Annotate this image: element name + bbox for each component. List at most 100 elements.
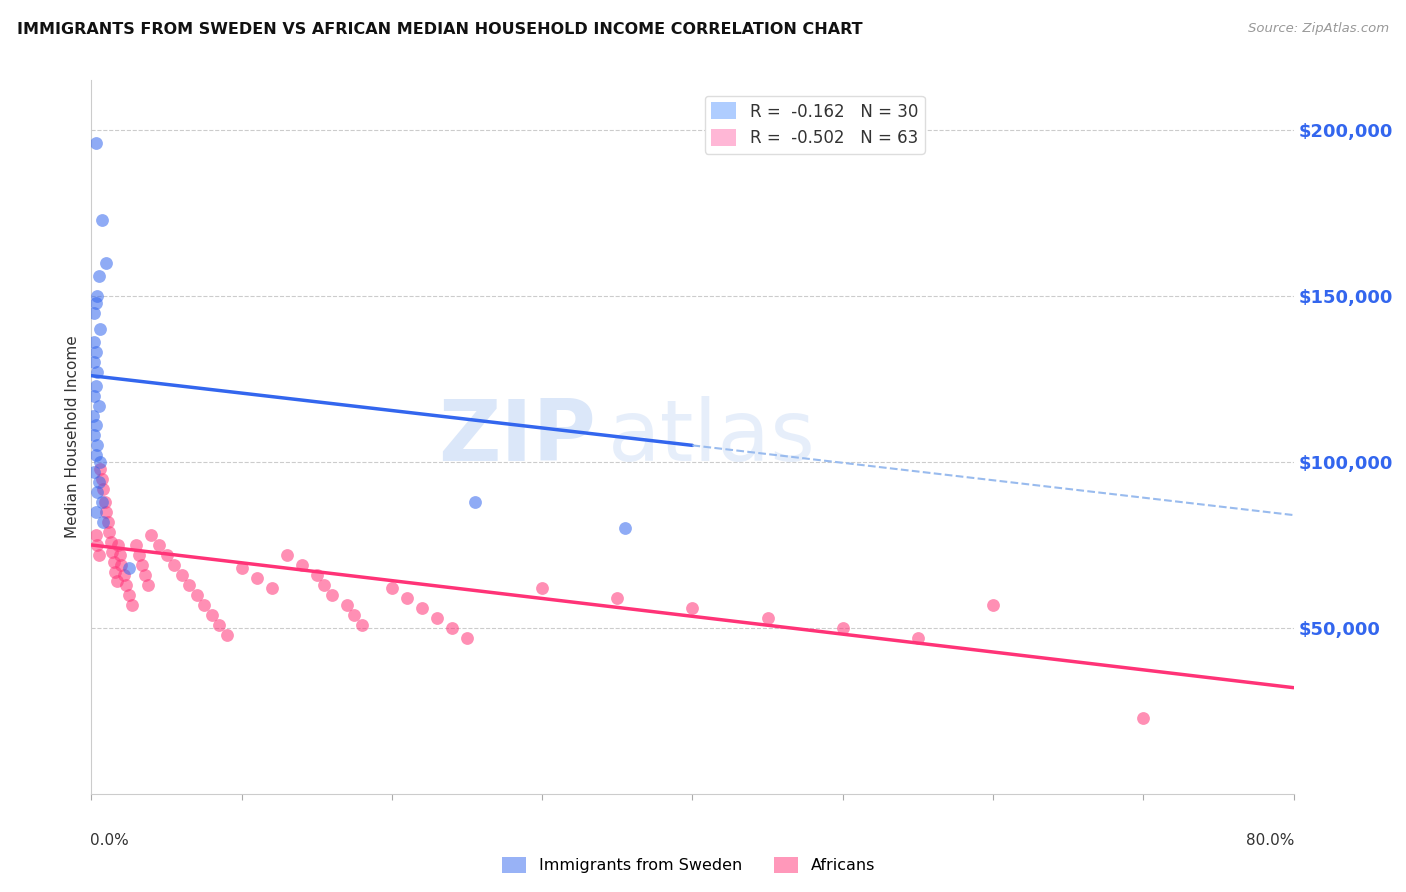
Point — [86, 365, 108, 379]
Point — [1132, 710, 1154, 724]
Point — [456, 631, 478, 645]
Point — [208, 617, 231, 632]
Point — [321, 588, 343, 602]
Point — [83, 335, 105, 350]
Point — [148, 538, 170, 552]
Point — [90, 212, 112, 227]
Text: ZIP: ZIP — [439, 395, 596, 479]
Point — [155, 548, 177, 562]
Point — [93, 482, 115, 496]
Point — [177, 578, 200, 592]
Point — [84, 448, 107, 462]
Point — [118, 588, 141, 602]
Point — [305, 567, 328, 582]
Point — [83, 428, 105, 442]
Text: Source: ZipAtlas.com: Source: ZipAtlas.com — [1249, 22, 1389, 36]
Point — [83, 305, 105, 319]
Point — [89, 461, 111, 475]
Point — [125, 538, 148, 552]
Point — [83, 355, 105, 369]
Point — [87, 269, 110, 284]
Point — [336, 598, 359, 612]
Point — [84, 378, 107, 392]
Point — [531, 581, 554, 595]
Point — [100, 534, 122, 549]
Point — [831, 621, 853, 635]
Point — [756, 611, 779, 625]
Text: IMMIGRANTS FROM SWEDEN VS AFRICAN MEDIAN HOUSEHOLD INCOME CORRELATION CHART: IMMIGRANTS FROM SWEDEN VS AFRICAN MEDIAN… — [17, 22, 862, 37]
Point — [98, 524, 121, 539]
Point — [128, 548, 150, 562]
Point — [215, 627, 238, 641]
Point — [314, 578, 336, 592]
Point — [131, 558, 153, 572]
Point — [87, 399, 110, 413]
Point — [87, 475, 110, 489]
Point — [981, 598, 1004, 612]
Point — [84, 345, 107, 359]
Point — [84, 528, 107, 542]
Point — [110, 558, 132, 572]
Point — [82, 409, 104, 423]
Point — [381, 581, 404, 595]
Point — [118, 561, 141, 575]
Point — [134, 567, 156, 582]
Text: 0.0%: 0.0% — [90, 833, 129, 848]
Point — [613, 521, 636, 535]
Point — [83, 465, 105, 479]
Point — [246, 571, 269, 585]
Text: atlas: atlas — [609, 395, 817, 479]
Point — [94, 495, 117, 509]
Point — [201, 607, 224, 622]
Point — [89, 322, 111, 336]
Point — [105, 574, 128, 589]
Point — [681, 601, 703, 615]
Point — [440, 621, 463, 635]
Point — [114, 567, 136, 582]
Point — [231, 561, 253, 575]
Point — [108, 548, 131, 562]
Point — [90, 495, 112, 509]
Point — [83, 388, 105, 402]
Point — [907, 631, 929, 645]
Point — [93, 515, 115, 529]
Point — [103, 555, 125, 569]
Point — [107, 538, 129, 552]
Point — [84, 295, 107, 310]
Point — [96, 256, 118, 270]
Point — [87, 548, 110, 562]
Point — [170, 567, 193, 582]
Point — [86, 438, 108, 452]
Point — [350, 617, 373, 632]
Point — [104, 565, 127, 579]
Point — [291, 558, 314, 572]
Text: 80.0%: 80.0% — [1246, 833, 1295, 848]
Point — [276, 548, 298, 562]
Point — [86, 289, 108, 303]
Point — [464, 495, 486, 509]
Point — [343, 607, 366, 622]
Point — [84, 418, 107, 433]
Point — [260, 581, 283, 595]
Point — [86, 538, 108, 552]
Point — [89, 455, 111, 469]
Point — [163, 558, 186, 572]
Point — [426, 611, 449, 625]
Point — [97, 515, 120, 529]
Point — [186, 588, 208, 602]
Point — [115, 578, 138, 592]
Point — [84, 136, 107, 151]
Y-axis label: Median Household Income: Median Household Income — [65, 335, 80, 539]
Legend: R =  -0.162   N = 30, R =  -0.502   N = 63: R = -0.162 N = 30, R = -0.502 N = 63 — [704, 95, 925, 153]
Point — [86, 484, 108, 499]
Point — [138, 578, 160, 592]
Point — [101, 544, 124, 558]
Legend: Immigrants from Sweden, Africans: Immigrants from Sweden, Africans — [496, 850, 882, 880]
Point — [84, 505, 107, 519]
Point — [411, 601, 433, 615]
Point — [90, 472, 112, 486]
Point — [606, 591, 628, 605]
Point — [121, 598, 143, 612]
Point — [395, 591, 418, 605]
Point — [141, 528, 163, 542]
